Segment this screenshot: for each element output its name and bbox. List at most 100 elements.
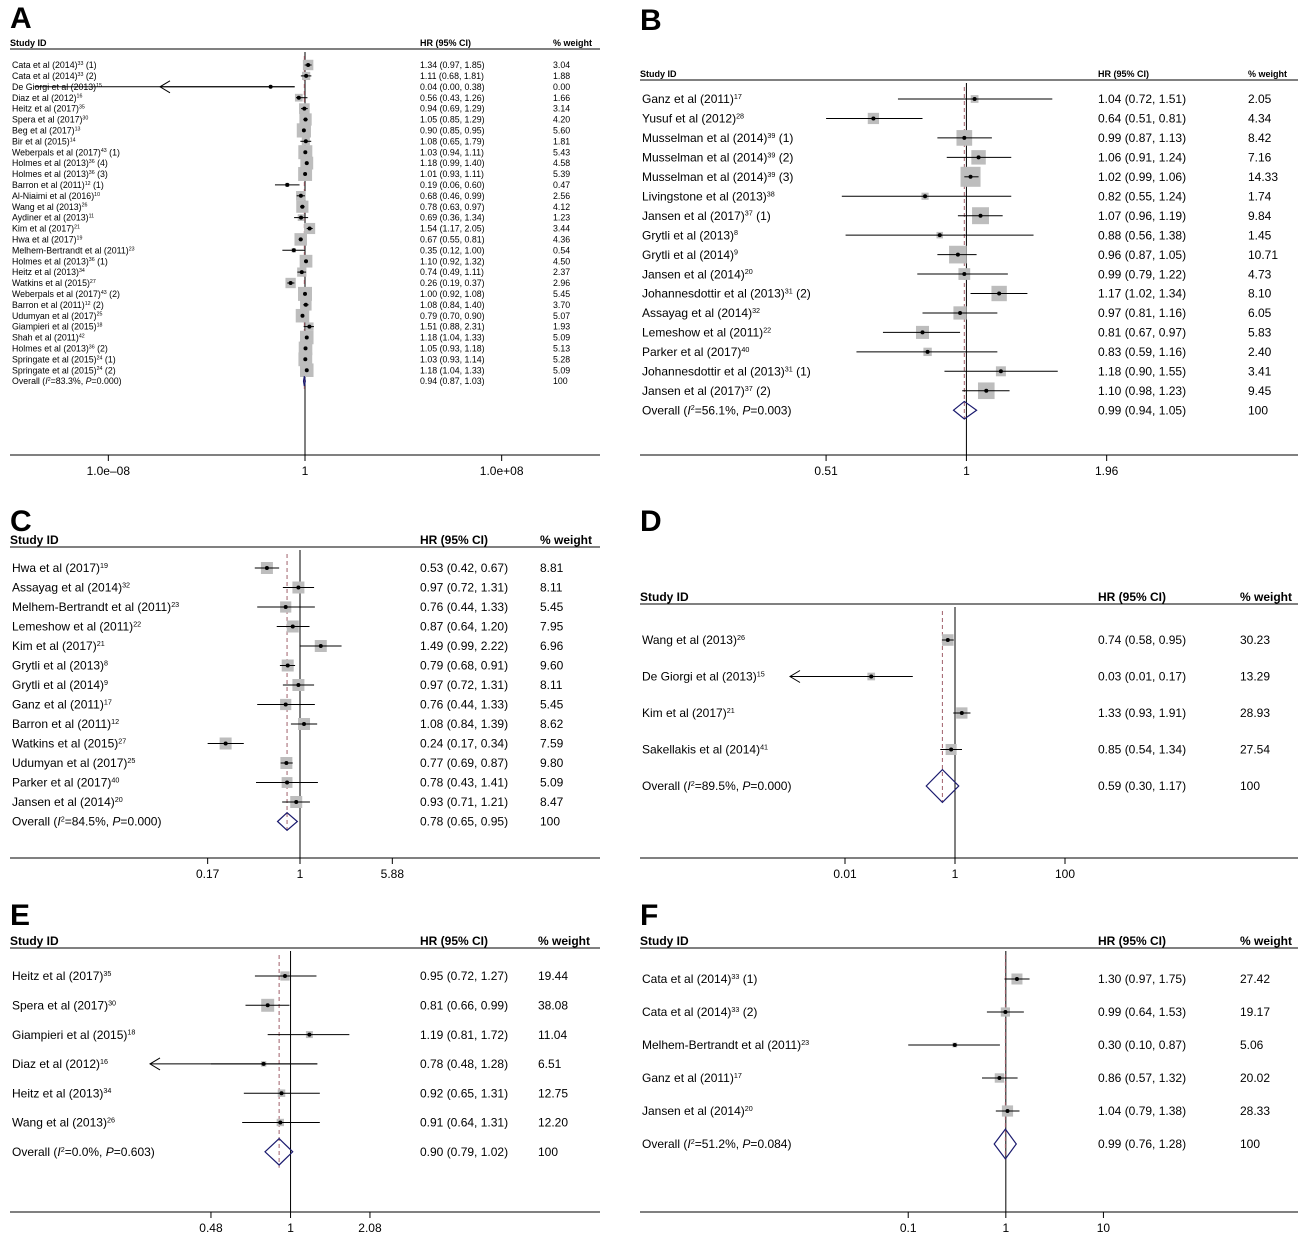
weight-value: 27.54 [1240,743,1270,757]
point-estimate [301,128,306,133]
study-ref: 31 [785,364,793,373]
study-label: Barron et al (2011)12 (1) [12,180,104,190]
study-ref: 31 [785,287,793,296]
study-name: Jansen et al (2017) [642,384,745,398]
point-estimate [302,106,307,111]
p-eq: = [114,1145,121,1159]
i2-symbol: I [57,815,61,829]
study-name: Wang et al (2013) [12,202,82,212]
study-ref: 9 [104,678,108,687]
hr-ci-value: 1.03 (0.94, 1.11) [420,147,484,157]
panel-letter: A [10,2,32,35]
point-estimate [962,135,967,140]
point-estimate [307,1032,312,1037]
weight-value: 2.40 [1248,345,1272,359]
study-row: Diaz et al (2012)16 0.78 (0.48, 1.28) 6.51 [12,1057,562,1071]
weight-value: 19.44 [538,969,568,983]
study-name: Parker et al (2017) [12,776,111,790]
study-name: Johannesdottir et al (2013) [642,365,785,379]
study-name: Weberpals et al (2017) [12,289,101,299]
weight-value: 8.11 [540,581,563,595]
study-name: Heitz et al (2013) [12,267,79,277]
weight-value: 5.45 [553,289,570,299]
study-label: Heitz et al (2013)34 [12,1086,111,1100]
point-estimate [283,605,288,609]
header-study-id: Study ID [10,533,59,547]
point-estimate [291,248,296,253]
point-estimate [279,1091,284,1096]
overall-weight: 100 [540,815,560,829]
hr-ci-value: 0.77 (0.69, 0.87) [420,756,508,770]
study-suffix: (3) [775,170,793,184]
p-symbol: P [106,1145,114,1159]
study-label: Heitz et al (2017)35 [12,969,111,983]
study-ref: 15 [96,83,102,89]
study-name: Cata et al (2014) [642,1005,731,1019]
overall-text: Overall ( [642,403,687,417]
p-eq: = [750,403,757,417]
study-ref: 8 [734,228,738,237]
hr-ci-value: 0.64 (0.51, 0.81) [1098,112,1186,126]
hr-ci-value: 1.19 (0.81, 1.72) [420,1028,508,1042]
study-ref: 37 [745,209,753,218]
study-name: Assayag et al (2014) [12,581,122,595]
study-ref: 34 [79,268,85,274]
study-suffix: (2) [775,151,793,165]
study-ref: 35 [103,969,111,978]
overall-weight: 100 [553,376,568,386]
overall-row: Overall (I2=89.5%, P=0.000) 0.59 (0.30, 1… [642,768,1260,804]
study-label: Springate et al (2015)24 (1) [12,354,116,364]
hr-ci-value: 0.74 (0.58, 0.95) [1098,633,1186,647]
study-ref: 36 [89,257,95,263]
ci-arrow [789,670,801,683]
study-suffix: (1) [102,354,115,364]
study-name: Beg et al (2017) [12,125,75,135]
study-name: Shah et al (2011) [12,333,79,343]
study-label: Lemeshow et al (2011)22 [12,620,141,634]
x-tick-label: 1.96 [1095,464,1119,478]
hr-ci-value: 1.34 (0.97, 1.85) [420,60,485,70]
study-ref: 32 [122,581,130,590]
p-sep: %, [88,1145,105,1159]
hr-ci-value: 0.82 (0.55, 1.24) [1098,189,1186,203]
study-row: Assayag et al (2014)32 0.97 (0.72, 1.31) 8… [12,581,563,595]
study-row: Livingstone et al (2013)38 0.82 (0.55, 1.… [642,189,1272,203]
hr-ci-value: 1.05 (0.85, 1.29) [420,115,485,125]
p-value: 0.000 [127,815,157,829]
study-row: Kim et al (2017)21 1.49 (0.99, 2.22) 6.96 [12,639,564,653]
study-name: Sakellakis et al (2014) [642,743,760,757]
study-ref: 20 [745,267,753,276]
study-row: Holmes et al (2013)36 (3) 1.01 (0.93, 1.1… [12,167,570,181]
study-row: Diaz et al (2012)16 0.56 (0.43, 1.26) 1.66 [12,93,570,103]
study-label: Hwa et al (2017)19 [12,561,108,575]
study-row: De Giorgi et al (2013)15 0.04 (0.00, 0.38… [12,80,570,94]
point-estimate [265,1003,270,1008]
study-row: Grytli et al (2013)8 0.88 (0.56, 1.38) 1.4… [642,228,1272,242]
point-estimate [306,63,311,67]
p-value: 0.003 [757,403,787,417]
study-name: Springate et al (2015) [12,354,97,364]
hr-ci-value: 0.26 (0.19, 0.37) [420,278,485,288]
point-estimate [283,702,288,707]
point-estimate [296,585,301,590]
study-name: Melhem-Bertrandt et al (2011) [12,600,171,614]
study-label: Jansen et al (2014)20 [642,267,753,281]
study-row: Watkins et al (2015)27 0.26 (0.19, 0.37) 2… [12,277,570,289]
hr-ci-value: 0.93 (0.71, 1.21) [420,795,508,809]
study-name: Ganz et al (2011) [12,698,104,712]
study-ref: 13 [75,126,81,132]
header-weight: % weight [1240,934,1292,948]
study-row: Spera et al (2017)30 0.81 (0.66, 0.99) 38.… [12,998,568,1012]
study-ref: 33 [731,972,739,981]
header-hr: HR (95% CI) [1098,69,1149,79]
point-estimate [303,291,307,296]
overall-label: Overall (I2=84.5%, P=0.000) [12,815,161,829]
weight-value: 3.41 [1248,365,1272,379]
header-hr: HR (95% CI) [1098,590,1166,604]
p-symbol: P [742,779,750,793]
hr-ci-value: 0.81 (0.67, 0.97) [1098,326,1186,340]
weight-value: 5.09 [553,333,570,343]
point-estimate [984,388,989,393]
study-label: Jansen et al (2014)20 [12,795,123,809]
